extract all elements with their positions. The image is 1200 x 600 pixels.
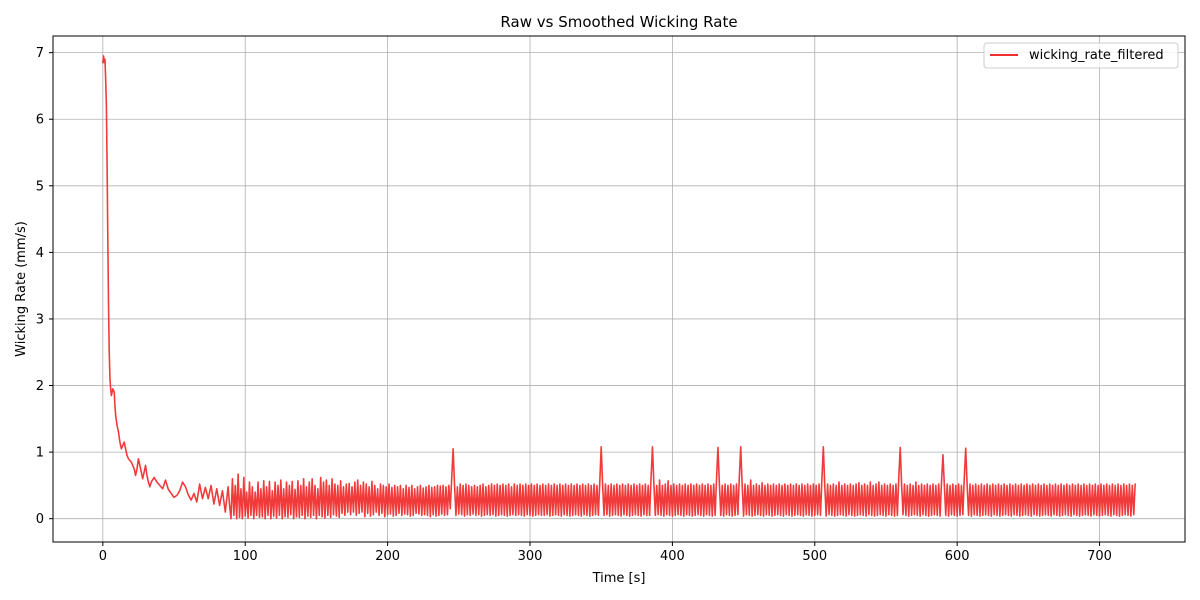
- y-tick-label: 0: [36, 512, 44, 527]
- y-tick-label: 1: [36, 446, 44, 461]
- x-tick-label: 0: [99, 549, 107, 564]
- x-tick-label: 300: [518, 549, 543, 564]
- series-layer: [102, 55, 1136, 520]
- x-tick-label: 200: [375, 549, 400, 564]
- legend-box: [983, 42, 1179, 69]
- y-tick-label: 3: [36, 312, 44, 327]
- legend: wicking_rate_filtered: [983, 42, 1179, 69]
- y-tick-label: 4: [36, 246, 44, 261]
- y-axis: 0 1 2 3 4 5 6 7: [36, 46, 53, 527]
- plot-frame: [52, 35, 1186, 543]
- x-tick-label: 500: [802, 549, 827, 564]
- x-tick-label: 600: [945, 549, 970, 564]
- y-tick-label: 2: [36, 379, 44, 394]
- chart-title: Raw vs Smoothed Wicking Rate: [500, 13, 737, 31]
- legend-label: wicking_rate_filtered: [1029, 48, 1164, 63]
- y-tick-label: 6: [36, 113, 44, 128]
- x-tick-label: 400: [660, 549, 685, 564]
- x-tick-label: 100: [233, 549, 258, 564]
- y-tick-label: 5: [36, 179, 44, 194]
- y-tick-label: 7: [36, 46, 44, 61]
- x-tick-label: 700: [1087, 549, 1112, 564]
- series-line: [102, 55, 1136, 520]
- y-axis-title: Wicking Rate (mm/s): [14, 221, 29, 357]
- x-axis-title: Time [s]: [592, 571, 646, 586]
- x-axis: 0 100 200 300 400 500 600 700: [99, 542, 1112, 564]
